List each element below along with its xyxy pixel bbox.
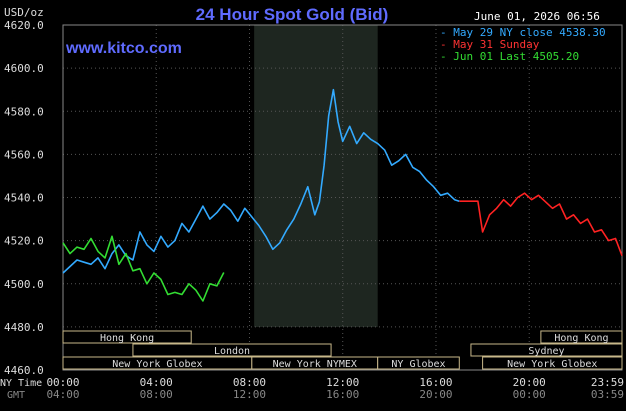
x-tick-ny: 20:00 (513, 376, 546, 389)
legend-entry-3: - Jun 01 Last 4505.20 (440, 50, 579, 63)
legend: - May 29 NY close 4538.30 - May 31 Sunda… (440, 26, 606, 63)
gmt-label: GMT (7, 390, 25, 401)
session-label: London (214, 346, 250, 357)
legend-entry-1: - May 29 NY close 4538.30 (440, 26, 606, 39)
session-bar (377, 356, 460, 370)
x-tick-gmt: 04:00 (46, 388, 79, 401)
unit-label: USD/oz (4, 6, 44, 19)
x-tick-ny: 04:00 (140, 376, 173, 389)
y-tick-label: 4500.0 (4, 278, 44, 291)
x-tick-gmt: 20:00 (419, 388, 452, 401)
y-axis: 4460.0 4480.0 4500.0 4520.0 4540.0 4560.0 4580… (4, 19, 44, 377)
legend-entry-2: - May 31 Sunday (440, 38, 540, 51)
y-tick-label: 4480.0 (4, 321, 44, 334)
session-bar (132, 343, 332, 357)
y-tick-label: 4600.0 (4, 62, 44, 75)
x-tick-ny: 12:00 (326, 376, 359, 389)
session-label: Hong Kong (554, 333, 608, 344)
y-tick-label: 4560.0 (4, 148, 44, 161)
session-label: New York NYMEX (273, 359, 357, 370)
highlight-band (254, 25, 378, 327)
x-tick-gmt: 08:00 (140, 388, 173, 401)
y-tick-label: 4520.0 (4, 235, 44, 248)
x-tick-ny: 23:59 (591, 376, 624, 389)
y-tick-label: 4580.0 (4, 105, 44, 118)
x-tick-gmt: 00:00 (513, 388, 546, 401)
session-bar (482, 356, 623, 370)
session-label: Hong Kong (100, 333, 154, 344)
series-line-1 (62, 88, 460, 274)
y-tick-label: 4460.0 (4, 364, 44, 377)
y-tick-label: 4540.0 (4, 192, 44, 205)
session-label: New York Globex (112, 359, 202, 370)
plot-frame (62, 24, 623, 371)
series-lines (62, 88, 623, 302)
x-tick-gmt: 12:00 (233, 388, 266, 401)
session-label: New York Globex (507, 359, 597, 370)
series-line-3 (62, 235, 225, 302)
series-line-2 (459, 192, 623, 256)
session-label: NY Globex (391, 359, 445, 370)
x-tick-ny: 00:00 (46, 376, 79, 389)
session-bar (62, 330, 192, 344)
session-bar (470, 343, 623, 357)
x-axis: 00:0004:0004:0008:0008:0012:0012:0016:00… (46, 376, 624, 401)
session-bars: Hong Kong Hong Kong London Sydney New York G… (62, 330, 623, 370)
session-bar (540, 330, 623, 344)
chart-title: 24 Hour Spot Gold (Bid) (196, 5, 389, 24)
y-tick-label: 4620.0 (4, 19, 44, 32)
ny-time-label: NY Time (0, 378, 42, 389)
x-tick-ny: 08:00 (233, 376, 266, 389)
site-label: www.kitco.com (65, 40, 182, 57)
x-tick-gmt: 03:59 (591, 388, 624, 401)
timestamp: June 01, 2026 06:56 (474, 10, 600, 23)
x-tick-ny: 16:00 (419, 376, 452, 389)
session-label: Sydney (528, 346, 564, 357)
x-tick-gmt: 16:00 (326, 388, 359, 401)
